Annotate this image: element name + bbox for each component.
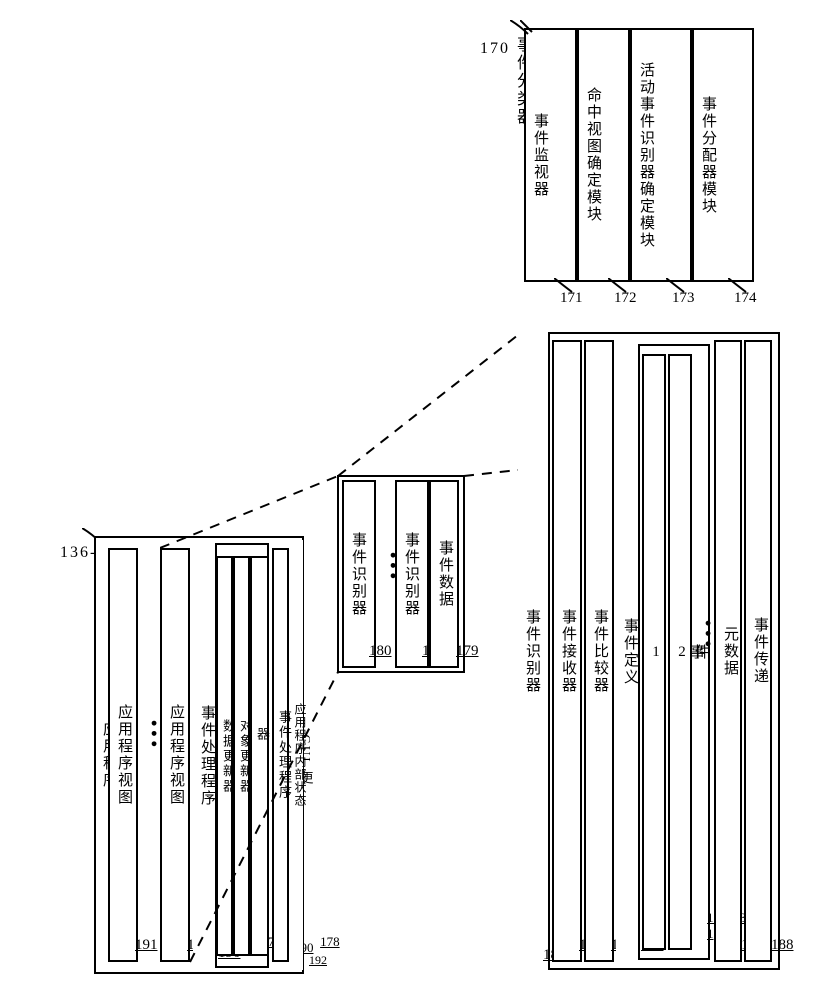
row-label: 事件分配器模块 [698, 96, 719, 215]
classifier-row: 事件监视器 [524, 28, 577, 282]
app-row: 数据更新器 176 [216, 556, 233, 956]
row-label: 事件监视器 [530, 113, 551, 198]
row-label: 元数据 [720, 626, 741, 677]
row-ref: 179 [456, 643, 479, 660]
classifier-row: 活动事件识别器确定模块 [630, 28, 692, 282]
app-row: 事件处理程序 190 [272, 548, 289, 962]
app-row: 对象更新器 177 [233, 556, 250, 956]
app-row: 事件处理程序 190 [193, 543, 217, 968]
ref-172: 172 [614, 290, 637, 307]
row-label: 事件接收器 [558, 609, 579, 694]
classifier-row: 事件分配器模块 [692, 28, 754, 282]
row-label: 应用程序内部状态 [292, 703, 309, 807]
row-label: 命中视图确定模块 [583, 87, 604, 223]
row-ref: 180 [369, 643, 392, 660]
ref-171: 171 [560, 290, 583, 307]
recognizer-row: 事件传递 188 [744, 340, 772, 962]
row-label: 事件比较器 [590, 609, 611, 694]
recognizer-row: 事件2 187-2 [668, 354, 692, 950]
app-row: GUI更新器 178 [250, 556, 269, 956]
recognizer-title-row: 事件识别器 180 [518, 332, 550, 970]
recognizer-row: 事件比较器 184 [584, 340, 614, 962]
row-label: 活动事件识别器确定模块 [636, 62, 657, 249]
recognizer-row: 元数据 183 [714, 340, 742, 962]
classifier-title-ref: 170 [480, 40, 510, 58]
row-label: 事件识别器 [522, 609, 543, 694]
row-label: 事件识别器 [401, 532, 422, 617]
row-ref: 188 [771, 937, 794, 954]
row-label: 应用程序视图 [114, 704, 135, 806]
classifier-row: 命中视图确定模块 [577, 28, 630, 282]
row-label: 应用程序视图 [166, 704, 187, 806]
row-label: 事件定义 [620, 618, 641, 686]
app-row-internal: 应用程序内部状态 192 [292, 540, 303, 970]
appview-row: 事件数据 179 [429, 480, 459, 668]
row-ref: 191 [135, 937, 158, 954]
app-row: 应用程序视图 191 [160, 548, 190, 962]
row-ref: 178 [320, 934, 340, 950]
recognizer-row: 事件1 187-1 [642, 354, 666, 950]
app-row: 应用程序视图 191 [108, 548, 138, 962]
ref-174: 174 [734, 290, 757, 307]
row-label: 事件识别器 [348, 532, 369, 617]
recognizer-row: 事件接收器 182 [552, 340, 582, 962]
row-label: 事件数据 [435, 540, 456, 608]
row-label: 事件处理程序 [197, 705, 218, 807]
ref-173: 173 [672, 290, 695, 307]
appview-row: 事件识别器 180 [395, 480, 429, 668]
row-ref: 192 [309, 953, 327, 968]
recognizer-row: 事件定义 186 [616, 344, 640, 960]
appview-row: 事件识别器 180 [342, 480, 376, 668]
row-label: 事件传递 [750, 617, 771, 685]
